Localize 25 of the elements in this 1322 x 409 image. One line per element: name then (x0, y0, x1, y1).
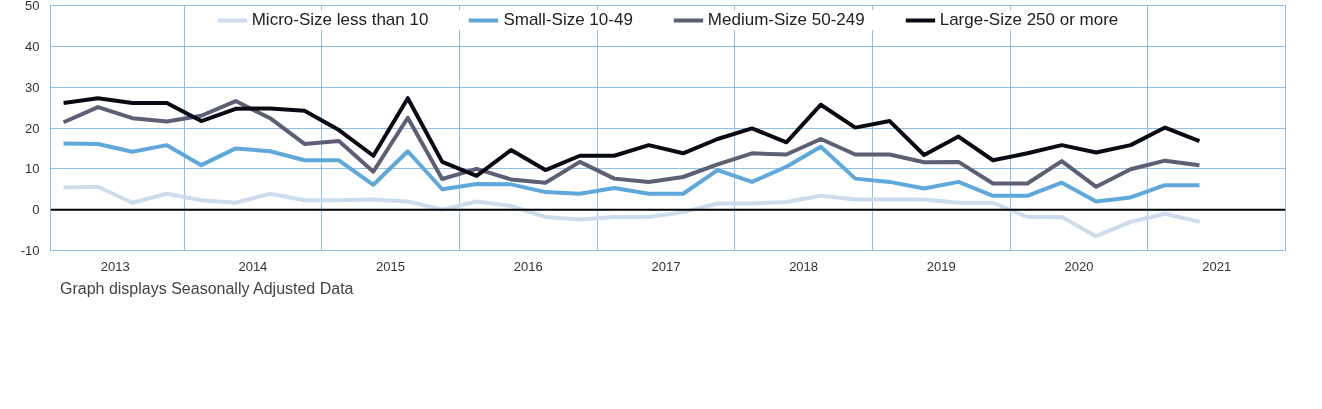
line-series (61, 141, 1202, 204)
line-series (61, 99, 1202, 189)
y-tick-label: 0 (32, 202, 40, 218)
x-tick-label: 2020 (1064, 258, 1094, 274)
x-tick-label: 2016 (513, 258, 543, 274)
line-series (61, 184, 1202, 239)
line-series (61, 96, 1202, 178)
y-tick-label: 30 (25, 79, 40, 95)
y-tick-label: 10 (25, 161, 40, 177)
text: Graph displays Seasonally Adjusted Data (60, 279, 354, 299)
legend-label: Small-Size 10-49 (503, 10, 633, 30)
y-tick-label: 50 (25, 0, 40, 13)
x-tick-label: 2017 (651, 258, 681, 274)
x-tick-label: 2021 (1202, 258, 1232, 274)
y-tick-label: -10 (20, 243, 40, 258)
x-tick-label: 2013 (100, 258, 130, 274)
x-tick-label: 2018 (789, 258, 819, 274)
x-tick-label: 2014 (238, 258, 268, 274)
x-tick-label: 2015 (376, 258, 406, 274)
legend-label: Medium-Size 50-249 (707, 10, 865, 30)
legend-label: Micro-Size less than 10 (251, 10, 429, 30)
legend-label: Large-Size 250 or more (939, 10, 1119, 30)
y-tick-label: 40 (25, 38, 40, 54)
x-tick-label: 2019 (926, 258, 956, 274)
y-tick-label: 20 (25, 120, 40, 136)
